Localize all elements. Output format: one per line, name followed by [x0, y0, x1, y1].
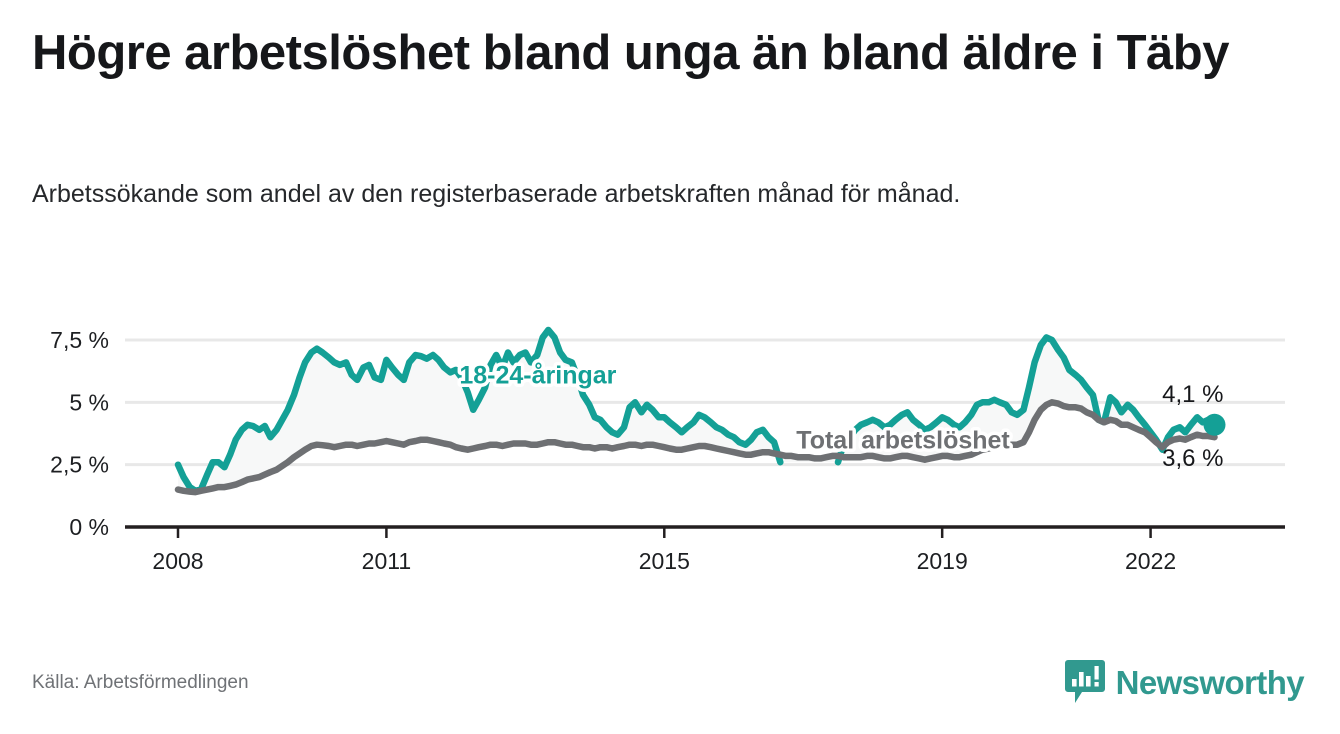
- speech-bubble-bar-chart-icon: [1064, 660, 1105, 703]
- x-tick-label: 2015: [639, 548, 690, 574]
- series-annotation: Total arbetslöshet: [796, 426, 1010, 454]
- x-tick-label: 2019: [917, 548, 968, 574]
- y-tick-label: 0 %: [69, 514, 109, 540]
- chart-container: 2008 2011 2015 2019 2022 0 % 2,5 % 5 % 7,5 % 18-2…: [0, 290, 1340, 590]
- x-tick-label: 2011: [362, 548, 411, 574]
- end-point-marker: [1203, 413, 1226, 436]
- series-line-total: [174, 399, 1218, 496]
- source-note: Källa: Arbetsförmedlingen: [32, 672, 249, 693]
- between-series-area: [178, 330, 1215, 493]
- series-annotation: 18-24-åringar: [459, 362, 616, 390]
- y-tick-label: 7,5 %: [50, 327, 109, 353]
- value-annotation: 3,6 %: [1162, 445, 1223, 472]
- y-tick-label: 5 %: [69, 389, 109, 415]
- series-annotation: 18-24-åringar: [459, 362, 616, 390]
- series-line-young: [174, 326, 784, 495]
- y-tick-label: 2,5 %: [50, 452, 109, 478]
- page-subtitle: Arbetssökande som andel av den registerb…: [32, 180, 961, 208]
- series-annotation: Total arbetslöshet: [796, 426, 1010, 454]
- logo-text: Newsworthy: [1115, 663, 1305, 701]
- x-tick-label: 2022: [1125, 548, 1176, 574]
- page-title: Högre arbetslöshet bland unga än bland ä…: [32, 26, 1230, 80]
- series-line-young: [834, 334, 1218, 466]
- x-tick-label: 2008: [152, 548, 203, 574]
- newsworthy-logo: Newsworthy: [1064, 660, 1305, 704]
- value-annotation: 4,1 %: [1162, 381, 1223, 408]
- unemployment-line-chart: 2008 2011 2015 2019 2022 0 % 2,5 % 5 % 7,5 % 18-2…: [50, 326, 1285, 574]
